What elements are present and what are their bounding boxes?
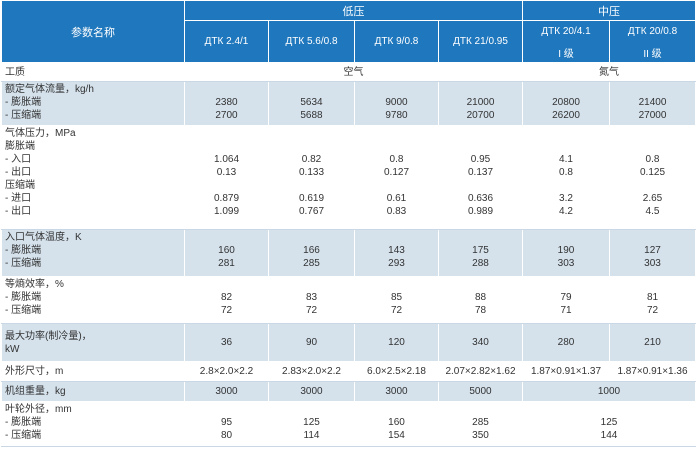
medium-mid-value: 氮气	[522, 62, 696, 82]
dimensions-cell: 2.8×2.0×2.2	[184, 361, 269, 382]
pressure-cell: 4.1 0.8 3.2 4.2	[522, 125, 610, 230]
impeller-cell: 160 154	[354, 401, 439, 447]
grade-label: II 级	[643, 48, 662, 60]
temperature-cell: 175 288	[438, 229, 523, 277]
dimensions-cell: 1.87×0.91×1.37	[522, 361, 610, 382]
low-pressure-header: 低压	[184, 0, 523, 21]
model-header: ДТК 20/4.1 I 级	[522, 20, 610, 63]
dimensions-cell: 1.87×0.91×1.36	[609, 361, 696, 382]
impeller-cell: 285 350	[438, 401, 523, 447]
temperature-cell: 166 285	[268, 229, 355, 277]
flow-cell: 2380 2700	[184, 81, 269, 126]
efficiency-row: 等熵效率，% - 膨胀端 - 压缩端 82 72 83 72 85 72 88 78 7…	[1, 276, 696, 324]
row-label: 气体压力，MPa 膨胀端 - 入口 - 出口 压缩端 - 进口 - 出口	[1, 125, 185, 230]
row-label: 额定气体流量，kg/h - 膨胀端 - 压缩端	[1, 81, 185, 126]
pressure-cell: 0.82 0.133 0.619 0.767	[268, 125, 355, 230]
row-label: 外形尺寸，m	[1, 361, 185, 382]
pressure-cell: 1.064 0.13 0.879 1.099	[184, 125, 269, 230]
pressure-cell: 0.8 0.127 0.61 0.83	[354, 125, 439, 230]
model-header: ДТК 5.6/0.8	[268, 20, 355, 63]
power-cell: 120	[354, 323, 439, 362]
flow-cell: 9000 9780	[354, 81, 439, 126]
efficiency-cell: 85 72	[354, 276, 439, 324]
medium-low-value: 空气	[184, 62, 523, 82]
weight-cell: 3000	[184, 381, 269, 402]
grade-label: I 级	[558, 48, 574, 60]
row-label: 等熵效率，% - 膨胀端 - 压缩端	[1, 276, 185, 324]
flow-cell: 21400 27000	[609, 81, 696, 126]
temperature-cell: 127 303	[609, 229, 696, 277]
efficiency-cell: 81 72	[609, 276, 696, 324]
temperature-row: 入口气体温度，K - 膨胀端 - 压缩端 160 281 166 285 143 29…	[1, 229, 696, 277]
flow-cell: 21000 20700	[438, 81, 523, 126]
efficiency-cell: 88 78	[438, 276, 523, 324]
spec-table: 参数名称 低压 中压 ДТК 2.4/1 ДТК 5.6/0.8 ДТК 9/0…	[1, 0, 696, 447]
weight-cell: 3000	[268, 381, 355, 402]
model-header: ДТК 9/0.8	[354, 20, 439, 63]
flow-cell: 5634 5688	[268, 81, 355, 126]
param-name-header: 参数名称	[1, 0, 185, 63]
mid-pressure-header: 中压	[522, 0, 696, 21]
model-name: ДТК 20/0.8	[627, 25, 678, 37]
weight-cell: 5000	[438, 381, 523, 402]
power-cell: 280	[522, 323, 610, 362]
impeller-cell: 95 80	[184, 401, 269, 447]
pressure-row: 气体压力，MPa 膨胀端 - 入口 - 出口 压缩端 - 进口 - 出口 1.0…	[1, 125, 696, 230]
power-row: 最大功率(制冷量)， kW 36 90 120 340 280 210	[1, 323, 696, 362]
dimensions-cell: 2.83×2.0×2.2	[268, 361, 355, 382]
power-cell: 340	[438, 323, 523, 362]
impeller-row: 叶轮外径，mm - 膨胀端 - 压缩端 95 80 125 114 160 154 2…	[1, 401, 696, 447]
model-header: ДТК 21/0.95	[438, 20, 523, 63]
dimensions-cell: 2.07×2.82×1.62	[438, 361, 523, 382]
model-header: ДТК 20/0.8 II 级	[609, 20, 696, 63]
efficiency-cell: 83 72	[268, 276, 355, 324]
weight-row: 机组重量，kg 3000 3000 3000 5000 1000	[1, 381, 696, 402]
power-cell: 36	[184, 323, 269, 362]
medium-row: 工质 空气 氮气	[1, 62, 696, 82]
weight-mid-cell: 1000	[522, 381, 696, 402]
flow-row: 额定气体流量，kg/h - 膨胀端 - 压缩端 2380 2700 5634 568…	[1, 81, 696, 126]
flow-cell: 20800 26200	[522, 81, 610, 126]
temperature-cell: 190 303	[522, 229, 610, 277]
pressure-cell: 0.8 0.125 2.65 4.5	[609, 125, 696, 230]
row-label: 叶轮外径，mm - 膨胀端 - 压缩端	[1, 401, 185, 447]
efficiency-cell: 82 72	[184, 276, 269, 324]
weight-cell: 3000	[354, 381, 439, 402]
impeller-mid-cell: 125 144	[522, 401, 696, 447]
power-cell: 210	[609, 323, 696, 362]
pressure-cell: 0.95 0.137 0.636 0.989	[438, 125, 523, 230]
row-label: 最大功率(制冷量)， kW	[1, 323, 185, 362]
temperature-cell: 143 293	[354, 229, 439, 277]
row-label: 工质	[1, 62, 185, 82]
temperature-cell: 160 281	[184, 229, 269, 277]
row-label: 入口气体温度，K - 膨胀端 - 压缩端	[1, 229, 185, 277]
efficiency-cell: 79 71	[522, 276, 610, 324]
power-cell: 90	[268, 323, 355, 362]
dimensions-cell: 6.0×2.5×2.18	[354, 361, 439, 382]
dimensions-row: 外形尺寸，m 2.8×2.0×2.2 2.83×2.0×2.2 6.0×2.5×…	[1, 361, 696, 382]
impeller-cell: 125 114	[268, 401, 355, 447]
model-name: ДТК 20/4.1	[541, 25, 591, 37]
row-label: 机组重量，kg	[1, 381, 185, 402]
model-header: ДТК 2.4/1	[184, 20, 269, 63]
